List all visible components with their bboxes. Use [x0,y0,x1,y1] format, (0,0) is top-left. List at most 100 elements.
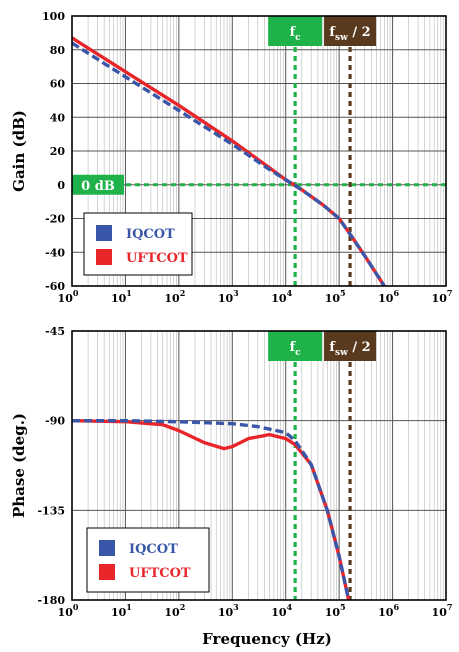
x-tick-exponent: 0 [73,602,79,612]
label-main: f [290,340,297,355]
legend-box [86,527,210,593]
y-axis-label: Phase (deg.) [10,413,28,518]
label-tail: / 2 [348,25,371,40]
x-tick-label: 103 [218,288,239,305]
x-tick-base: 10 [271,606,287,619]
y-tick-label: -60 [45,280,65,293]
x-tick-label: 102 [164,602,185,619]
x-tick-label: 104 [271,288,292,305]
x-tick-base: 10 [164,606,180,619]
crossover-label-box [268,331,323,361]
legend-swatch-iqcot [96,225,112,241]
x-tick-label: 100 [58,602,79,619]
x-tick-label: 104 [271,602,292,619]
y-tick-label: 80 [50,44,66,57]
x-tick-base: 10 [218,292,234,305]
legend-swatch-iqcot [99,540,115,556]
x-tick-label: 103 [218,602,239,619]
x-tick-label: 101 [111,288,132,305]
y-tick-label: -90 [45,415,65,428]
x-tick-base: 10 [378,606,394,619]
y-tick-label: 100 [42,10,65,23]
x-tick-base: 10 [432,606,448,619]
y-tick-label: 40 [50,111,66,124]
label-tail: / 2 [348,340,371,355]
half-switching-label: fsw / 2 [329,25,370,43]
x-tick-exponent: 6 [393,602,399,612]
legend-label-iqcot: IQCOT [129,542,178,557]
x-tick-label: 106 [378,288,399,305]
x-tick-base: 10 [432,292,448,305]
series-iqcot-line [72,41,386,286]
label-main: f [329,25,336,40]
crossover-label: fc [290,25,302,43]
x-tick-label: 105 [325,288,346,305]
x-tick-base: 10 [58,606,74,619]
crossover-label: fc [290,340,302,358]
y-tick-label: -180 [37,594,65,607]
label-subscript: c [295,348,301,358]
legend-label-iqcot: IQCOT [126,227,175,242]
half-switching-label-box [324,16,377,46]
half-switching-label: fsw / 2 [329,340,370,358]
y-tick-label: -45 [45,325,65,338]
y-axis-label: Gain (dB) [10,110,28,192]
zero-db-label: 0 dB [81,179,115,194]
label-main: f [329,340,336,355]
x-tick-exponent: 7 [447,288,453,298]
y-tick-label: 60 [50,78,66,91]
label-subscript: sw [335,33,348,43]
x-tick-label: 102 [164,288,185,305]
legend-label-uftcot: UFTCOT [126,251,188,266]
x-tick-exponent: 2 [180,288,186,298]
y-tick-label: 20 [50,145,66,158]
x-tick-exponent: 0 [73,288,79,298]
legend-label-uftcot: UFTCOT [129,566,191,581]
plot-frame [71,15,447,287]
y-tick-label: -40 [45,246,65,259]
x-tick-label: 100 [58,288,79,305]
y-tick-label: -135 [37,504,65,517]
series-iqcot-line [72,419,351,600]
x-tick-exponent: 5 [340,288,346,298]
x-tick-exponent: 2 [180,602,186,612]
label-subscript: c [295,33,301,43]
legend-swatch-uftcot [99,564,115,580]
x-tick-base: 10 [325,292,341,305]
x-tick-base: 10 [164,292,180,305]
x-axis-label: Frequency (Hz) [202,630,332,648]
x-tick-base: 10 [218,606,234,619]
x-tick-base: 10 [325,606,341,619]
legend-swatch-uftcot [96,249,112,265]
zero-db-label-box [72,174,124,195]
x-tick-base: 10 [111,606,127,619]
x-tick-exponent: 3 [233,602,239,612]
y-tick-label: 0 [57,179,65,192]
x-tick-exponent: 4 [287,602,293,612]
x-tick-exponent: 5 [340,602,346,612]
x-tick-label: 101 [111,602,132,619]
reference-lines: fc fsw / 2 [268,331,377,600]
x-tick-exponent: 6 [393,288,399,298]
x-tick-base: 10 [378,292,394,305]
x-tick-label: 107 [432,288,453,305]
x-tick-base: 10 [271,292,287,305]
x-tick-exponent: 3 [233,288,239,298]
y-tick-label: -20 [45,213,65,226]
x-tick-exponent: 1 [126,288,132,298]
half-switching-label-box [324,331,377,361]
x-tick-label: 107 [432,602,453,619]
x-tick-label: 105 [325,602,346,619]
x-tick-base: 10 [111,292,127,305]
x-tick-label: 106 [378,602,399,619]
crossover-label-box [268,16,323,46]
label-subscript: sw [335,348,348,358]
series-lines [72,36,386,286]
x-tick-base: 10 [58,292,74,305]
x-tick-exponent: 7 [447,602,453,612]
label-main: f [290,25,297,40]
